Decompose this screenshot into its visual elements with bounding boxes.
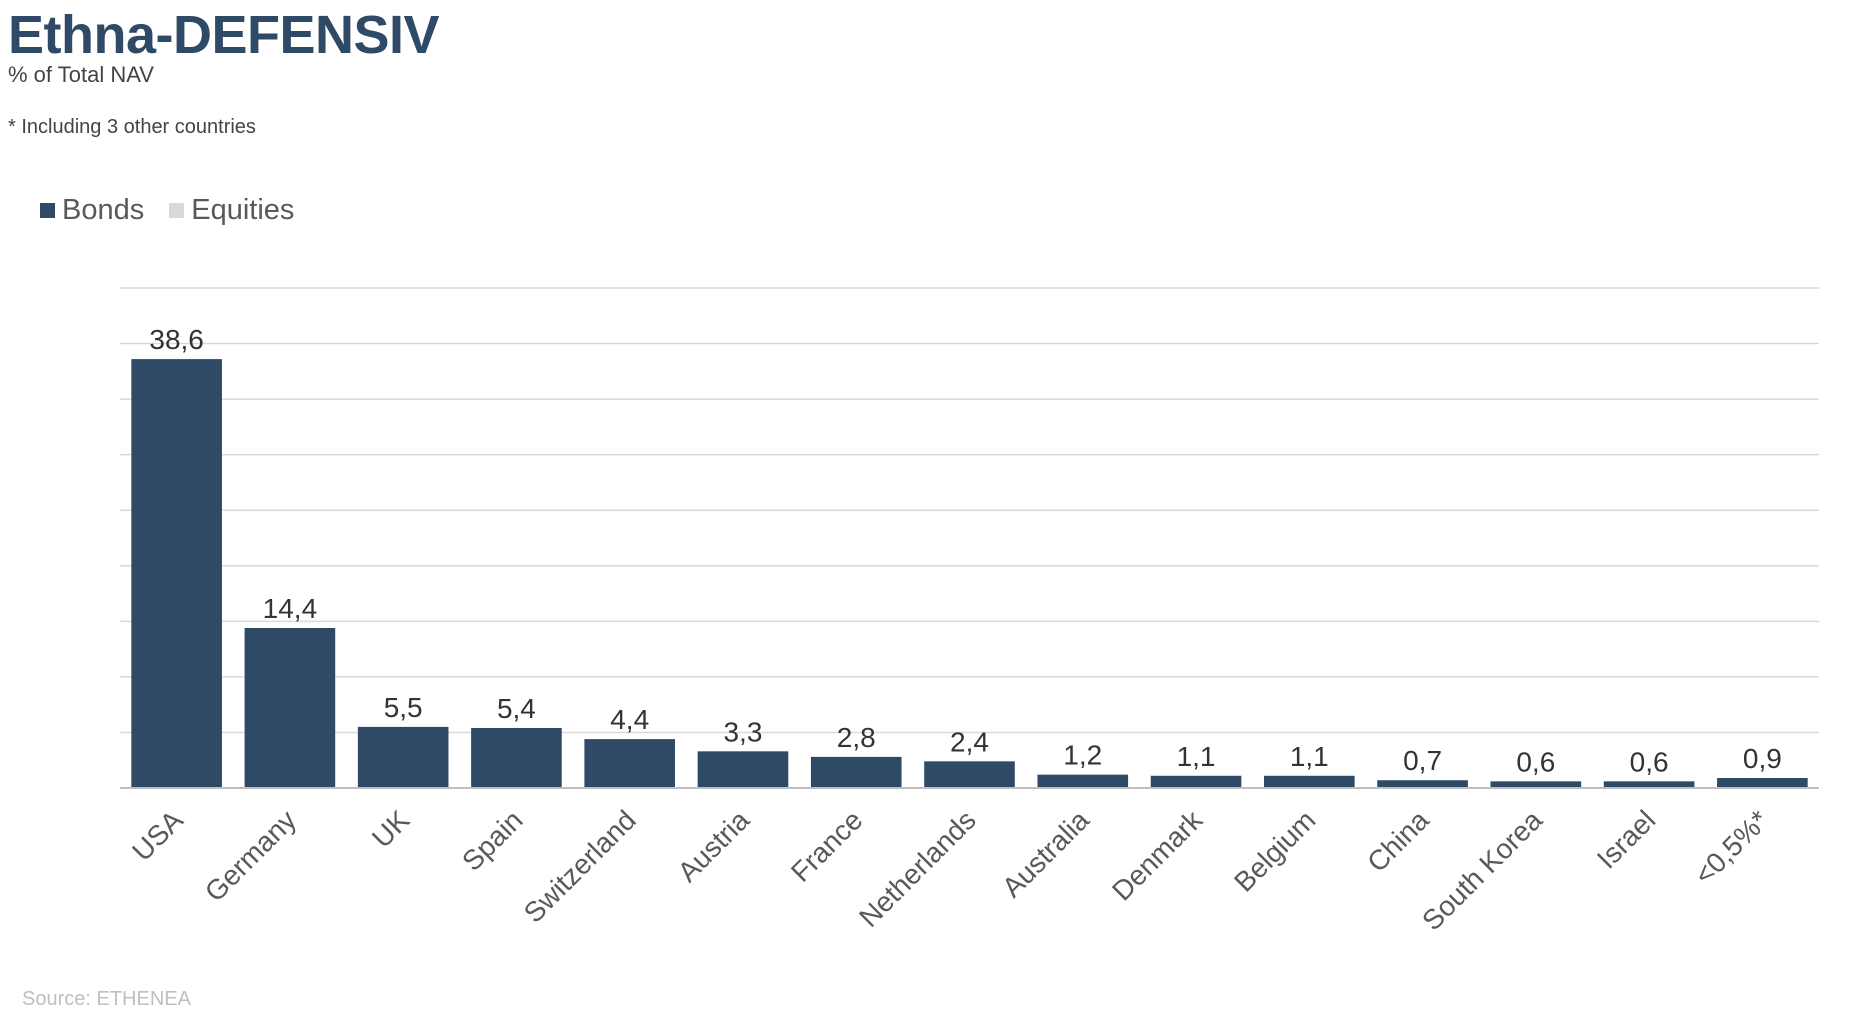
x-tick-label: Netherlands <box>853 804 982 933</box>
x-tick-label: Spain <box>456 804 529 877</box>
x-tick-label: Austria <box>672 804 756 888</box>
chart-legend: Bonds Equities <box>40 194 319 227</box>
chart-title: Ethna-DEFENSIV <box>8 5 440 65</box>
data-label: 0,9 <box>1743 743 1782 774</box>
bar-bonds-1 <box>244 628 336 788</box>
legend-swatch-bonds <box>40 203 55 218</box>
data-label: 38,6 <box>149 324 204 355</box>
x-tick-label: Israel <box>1591 804 1661 874</box>
bar-bonds-0 <box>131 359 222 788</box>
legend-item-equities: Equities <box>169 194 294 227</box>
data-labels: 38,6 14,4 5,5 5,4 4,4 3,3 2,8 2,4 1,2 1,1 1,1 0,7 0,… <box>149 324 1781 777</box>
x-tick-label: Australia <box>996 804 1095 903</box>
data-label: 1,1 <box>1290 741 1329 772</box>
bar-bonds-2 <box>357 726 449 788</box>
data-label: 0,6 <box>1516 746 1555 777</box>
data-label: 0,7 <box>1403 745 1442 776</box>
data-label: 14,4 <box>263 593 318 624</box>
x-tick-label: Denmark <box>1106 804 1209 907</box>
data-label: 2,8 <box>837 722 876 753</box>
bars <box>131 359 1808 788</box>
x-tick-label: Germany <box>199 804 302 907</box>
bar-bonds-7 <box>924 761 1015 788</box>
x-tick-label: <0,5%* <box>1688 804 1774 890</box>
bar-bonds-12 <box>1490 781 1582 788</box>
x-tick-label: Belgium <box>1228 804 1321 897</box>
gridlines <box>120 287 1819 734</box>
x-tick-label: France <box>785 804 869 888</box>
data-label: 0,6 <box>1630 746 1669 777</box>
legend-swatch-equities <box>169 203 185 218</box>
x-tick-label: South Korea <box>1416 804 1548 936</box>
chart-subtitle: % of Total NAV <box>8 62 154 87</box>
bar-bonds-3 <box>471 728 562 788</box>
bar-bonds-5 <box>697 751 789 788</box>
bar-bonds-6 <box>810 756 902 788</box>
bar-bonds-10 <box>1263 775 1355 788</box>
bar-bonds-14 <box>1717 778 1808 788</box>
x-tick-label: Switzerland <box>518 804 642 928</box>
data-label: 1,1 <box>1177 741 1216 772</box>
x-tick-label: USA <box>126 804 189 867</box>
data-label: 1,2 <box>1063 740 1102 771</box>
legend-item-bonds: Bonds <box>40 194 144 227</box>
data-label: 2,4 <box>950 726 989 757</box>
bar-bonds-11 <box>1377 780 1468 788</box>
source-note: Source: ETHENEA <box>22 988 191 1010</box>
data-label: 5,5 <box>384 692 423 723</box>
data-label: 3,3 <box>723 716 762 747</box>
x-tick-label: UK <box>366 804 416 854</box>
bar-bonds-8 <box>1037 774 1129 788</box>
legend-label-bonds: Bonds <box>62 194 145 226</box>
legend-label-equities: Equities <box>191 194 295 226</box>
data-label: 5,4 <box>497 693 536 724</box>
bar-bonds-4 <box>584 739 676 788</box>
bar-bonds-9 <box>1150 775 1242 788</box>
chart-footnote: * Including 3 other countries <box>8 116 256 138</box>
x-tick-label: China <box>1361 804 1435 878</box>
bar-bonds-13 <box>1603 781 1695 788</box>
data-label: 4,4 <box>610 704 649 735</box>
